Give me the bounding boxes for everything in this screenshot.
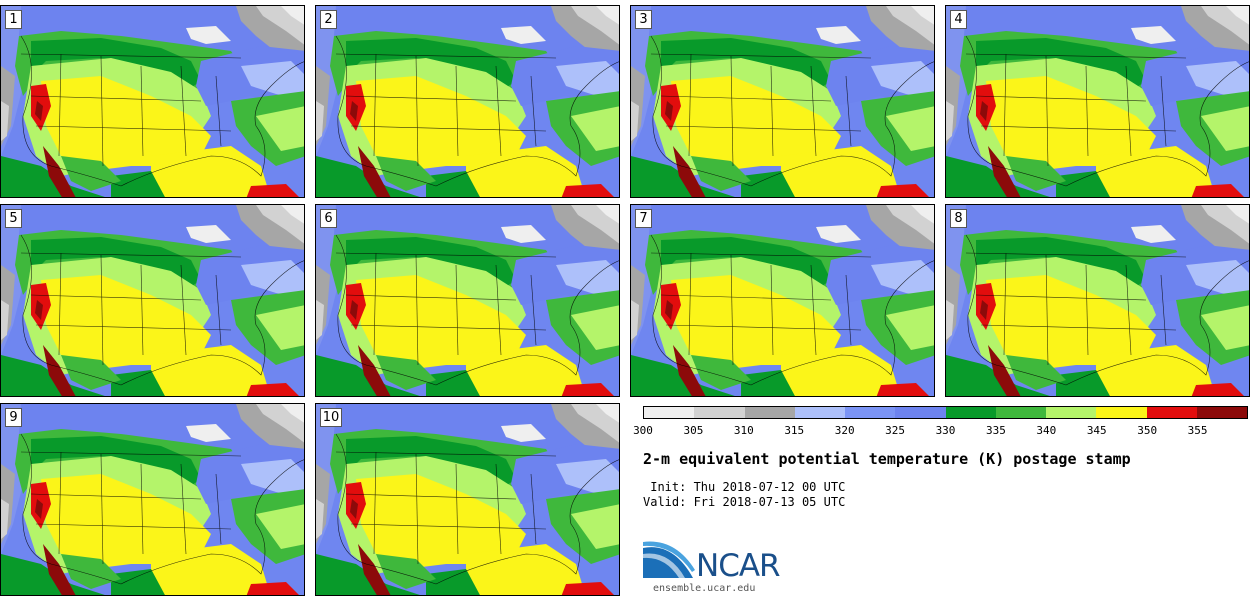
map-panel-4: 4 — [945, 5, 1250, 198]
panel-number: 7 — [635, 209, 652, 228]
map-panel-3: 3 — [630, 5, 935, 198]
colorbar-tick-label: 320 — [834, 424, 855, 437]
colorbar-tick-label: 335 — [985, 424, 1006, 437]
temperature-map — [631, 6, 934, 197]
panel-number: 1 — [5, 10, 22, 29]
colorbar-tick-label: 355 — [1187, 424, 1208, 437]
map-panel-7: 7 — [630, 204, 935, 397]
colorbar-tick-label: 325 — [885, 424, 906, 437]
map-panel-5: 5 — [0, 204, 305, 397]
valid-time: Valid: Fri 2018-07-13 05 UTC — [643, 495, 846, 509]
panel-number: 2 — [320, 10, 337, 29]
init-time: Init: Thu 2018-07-12 00 UTC — [643, 480, 846, 494]
panel-number: 8 — [950, 209, 967, 228]
colorbar-tick-label: 345 — [1086, 424, 1107, 437]
colorbar-tick-label: 305 — [683, 424, 704, 437]
website-text: ensemble.ucar.edu — [653, 583, 756, 594]
map-panel-9: 9 — [0, 403, 305, 596]
temperature-map — [1, 404, 304, 595]
panel-number: 6 — [320, 209, 337, 228]
colorbar-segment — [794, 407, 845, 418]
map-panel-2: 2 — [315, 5, 620, 198]
colorbar-tick-label: 310 — [733, 424, 754, 437]
colorbar-segment — [845, 407, 896, 418]
colorbar-segment — [995, 407, 1046, 418]
colorbar-tick-label: 300 — [633, 424, 653, 437]
panel-number: 5 — [5, 209, 22, 228]
colorbar-tick-label: 350 — [1137, 424, 1158, 437]
map-panel-8: 8 — [945, 204, 1250, 397]
colorbar-segment — [895, 407, 946, 418]
temperature-map — [316, 6, 619, 197]
map-panel-10: 10 — [315, 403, 620, 596]
temperature-map — [1, 6, 304, 197]
temperature-map — [316, 404, 619, 595]
colorbar-tick-label: 315 — [784, 424, 805, 437]
colorbar-tick-label: 330 — [935, 424, 956, 437]
colorbar-ticks: 300 305 310 315 320 325 330 335 340 345 350 355 — [633, 424, 1248, 438]
colorbar-segment — [744, 407, 795, 418]
map-panel-1: 1 — [0, 5, 305, 198]
temperature-map — [946, 6, 1249, 197]
colorbar-segment — [945, 407, 996, 418]
colorbar-segment — [1196, 407, 1247, 418]
colorbar-segment — [1046, 407, 1097, 418]
figure-title: 2-m equivalent potential temperature (K)… — [643, 450, 1131, 468]
colorbar-tick-label: 340 — [1036, 424, 1057, 437]
panel-number: 10 — [320, 408, 342, 427]
colorbar-segment — [644, 407, 695, 418]
logo-text: NCAR — [696, 548, 781, 584]
temperature-map — [946, 205, 1249, 396]
map-panel-6: 6 — [315, 204, 620, 397]
temperature-map — [316, 205, 619, 396]
panel-number: 3 — [635, 10, 652, 29]
temperature-map — [631, 205, 934, 396]
ncar-logo-icon — [643, 541, 695, 578]
colorbar-segment — [694, 407, 745, 418]
temperature-map — [1, 205, 304, 396]
colorbar-segment — [1146, 407, 1197, 418]
panel-number: 4 — [950, 10, 967, 29]
colorbar — [643, 406, 1248, 419]
panel-number: 9 — [5, 408, 22, 427]
colorbar-segment — [1096, 407, 1147, 418]
